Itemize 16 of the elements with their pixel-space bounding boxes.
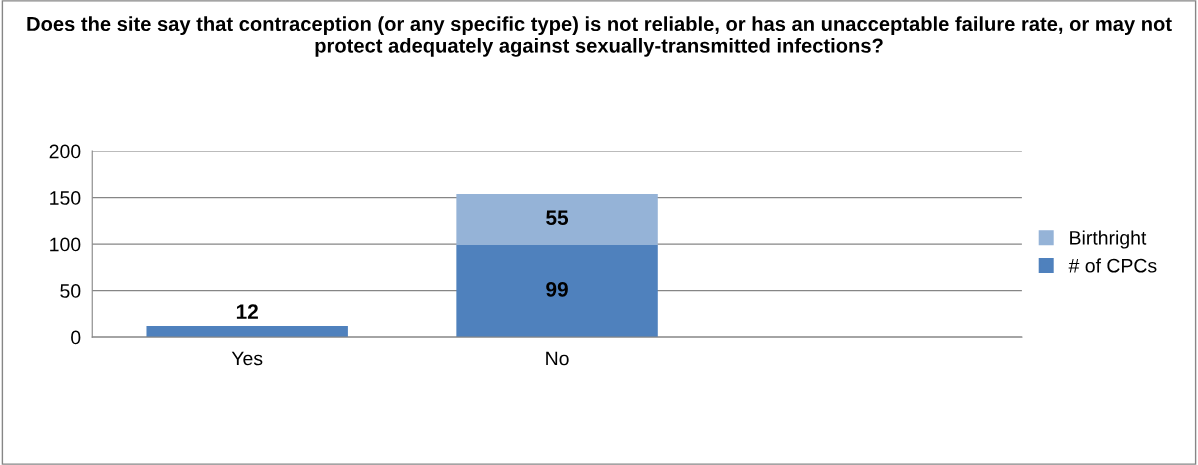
y-tick-label: 200 xyxy=(49,144,81,159)
legend-label: Birthright xyxy=(1070,230,1147,249)
bar xyxy=(146,325,348,338)
y-tick-label: 100 xyxy=(50,237,81,252)
data-label: 12 xyxy=(236,304,258,319)
x-tick-label: Yes xyxy=(231,351,263,366)
x-tick-label: No xyxy=(546,351,569,366)
y-tick-label: 150 xyxy=(50,191,81,205)
y-tick-label: 0 xyxy=(71,330,81,345)
legend-label: # of CPCs xyxy=(1068,258,1157,273)
data-label: 55 xyxy=(546,210,569,226)
bar xyxy=(456,193,658,246)
y-tick-label: 50 xyxy=(60,284,81,298)
bar xyxy=(456,245,658,338)
chart-title: Does the site say that contraception (or any specific type) is not reliable, or has an unacceptable failure rate, or may not protect adequately against sexually-transmitted infections? xyxy=(27,16,1172,57)
data-label: 99 xyxy=(546,281,568,297)
